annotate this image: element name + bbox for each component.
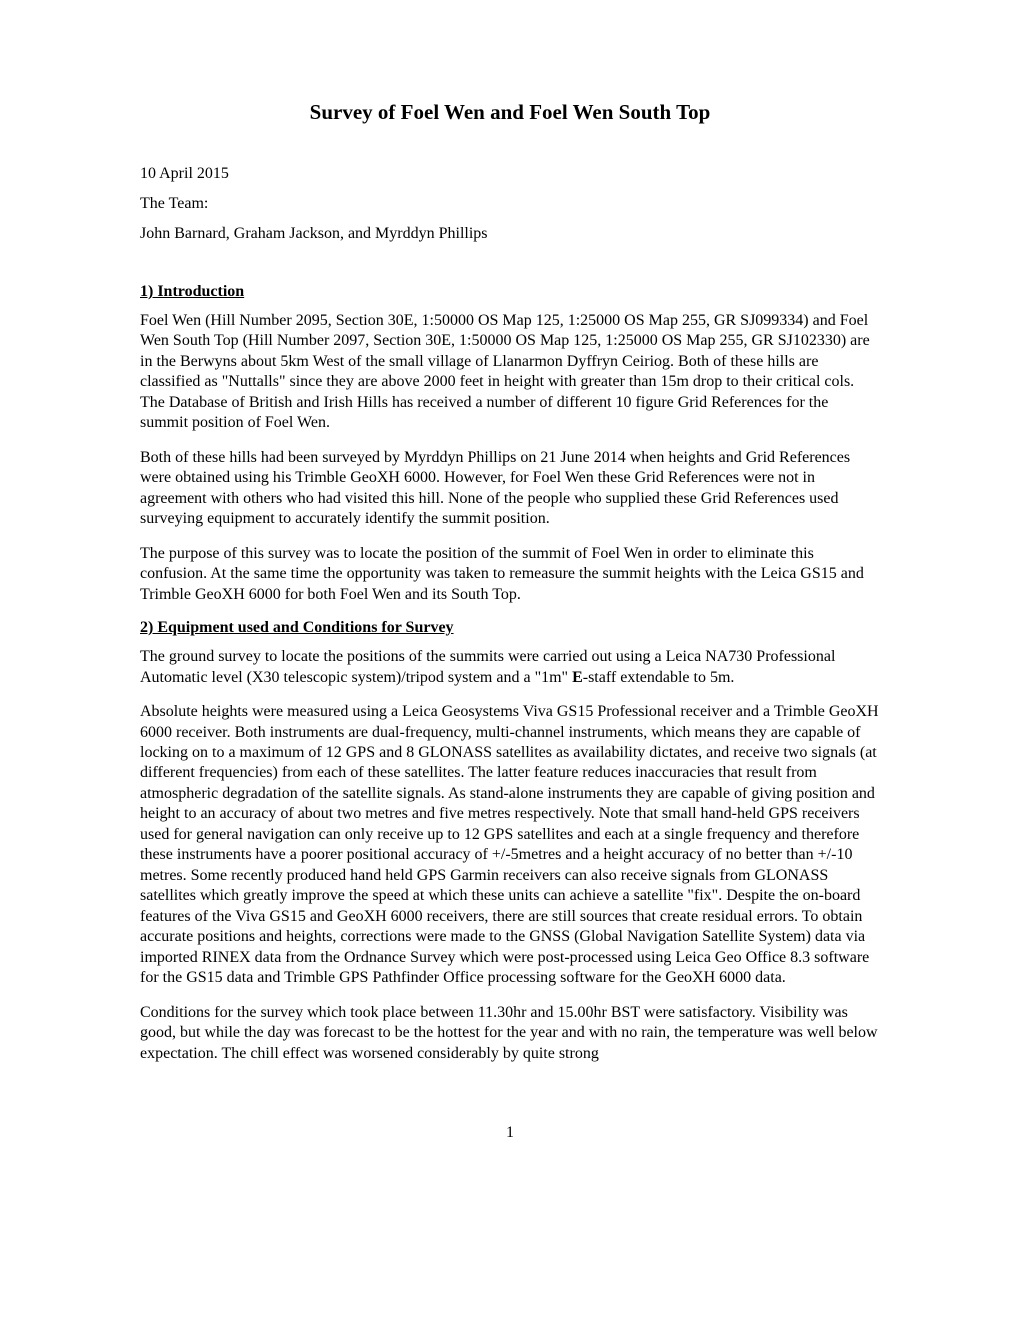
equipment-p1-bold-e: E (572, 669, 583, 686)
document-date: 10 April 2015 (140, 165, 880, 183)
section-equipment: 2) Equipment used and Conditions for Sur… (140, 619, 880, 1064)
equipment-paragraph-3: Conditions for the survey which took pla… (140, 1003, 880, 1064)
section-introduction: 1) Introduction Foel Wen (Hill Number 20… (140, 283, 880, 605)
equipment-paragraph-1: The ground survey to locate the position… (140, 647, 880, 688)
intro-paragraph-2: Both of these hills had been surveyed by… (140, 448, 880, 530)
document-meta: 10 April 2015 The Team: John Barnard, Gr… (140, 165, 880, 243)
equipment-p1-part-b: -staff extendable to 5m. (583, 669, 735, 686)
page-number: 1 (140, 1124, 880, 1142)
intro-paragraph-1: Foel Wen (Hill Number 2095, Section 30E,… (140, 311, 880, 434)
team-label: The Team: (140, 195, 880, 213)
section-heading-equipment: 2) Equipment used and Conditions for Sur… (140, 619, 880, 637)
document-title: Survey of Foel Wen and Foel Wen South To… (140, 100, 880, 125)
equipment-paragraph-2: Absolute heights were measured using a L… (140, 702, 880, 989)
section-heading-introduction: 1) Introduction (140, 283, 880, 301)
team-members: John Barnard, Graham Jackson, and Myrddy… (140, 225, 880, 243)
intro-paragraph-3: The purpose of this survey was to locate… (140, 544, 880, 605)
